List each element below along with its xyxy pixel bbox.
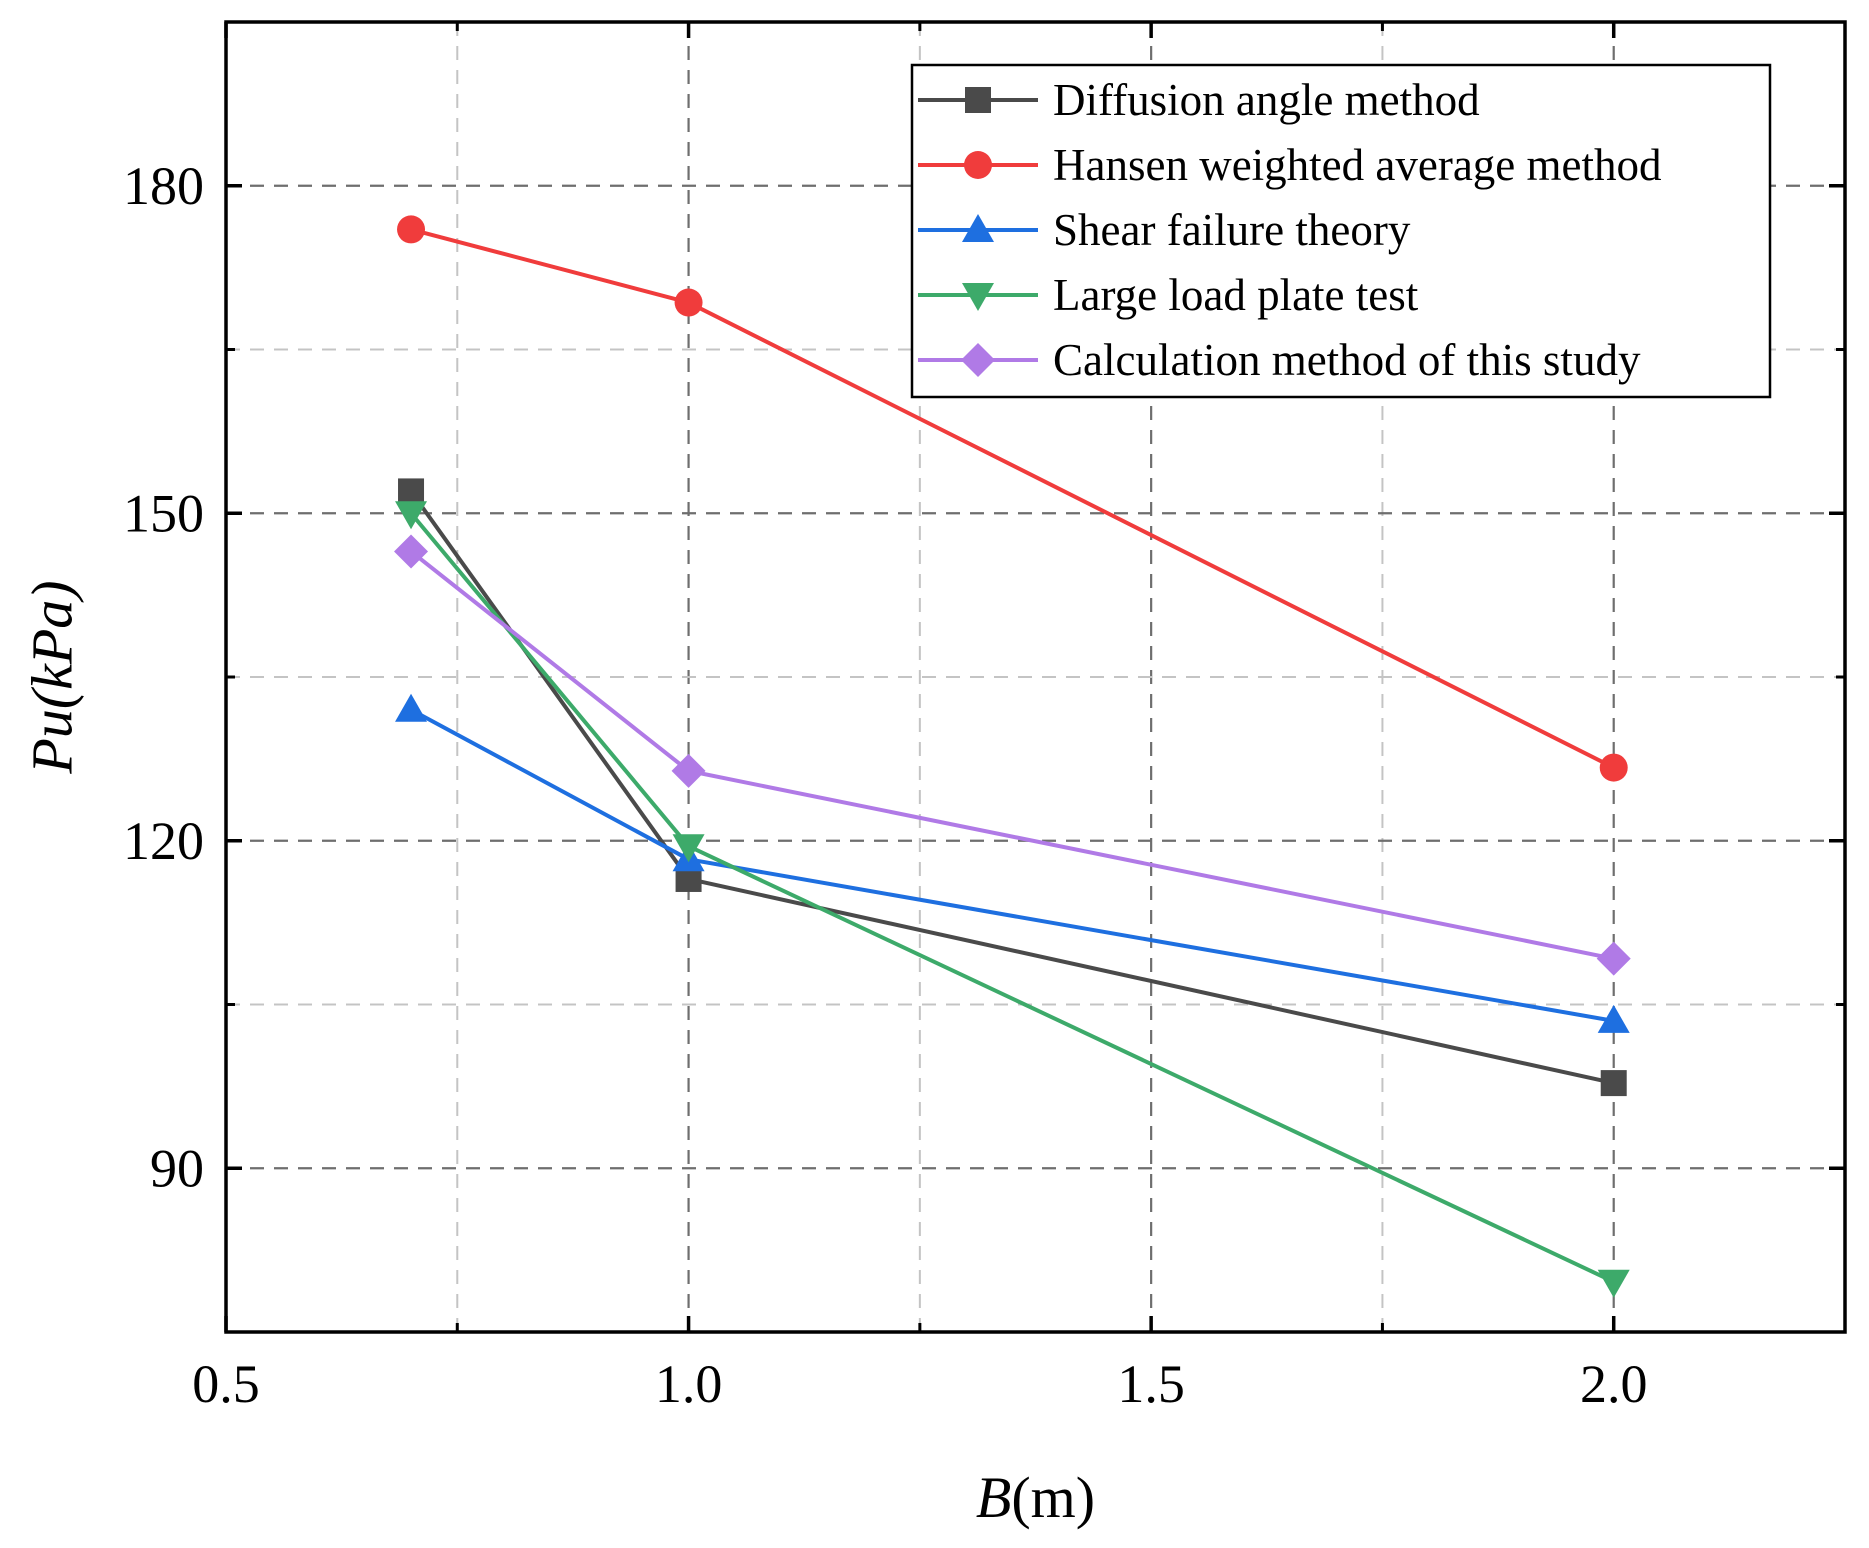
data-point [1596,941,1631,976]
legend-marker [961,343,995,377]
legend-label: Calculation method of this study [1053,335,1641,385]
legend-marker [965,87,991,113]
x-tick-label: 1.5 [1117,1354,1185,1414]
legend-item: Calculation method of this study [918,335,1641,385]
data-point [1597,1269,1630,1298]
series-5 [394,534,1631,976]
legend-label: Hansen weighted average method [1053,140,1662,190]
y-tick-label: 120 [123,811,204,871]
tick-labels: 0.5 1.0 1.5 2.0 90 120 150 180 [123,156,1647,1414]
legend-item: Shear failure theory [918,205,1411,255]
legend: Diffusion angle method Hansen weighted av… [910,63,1772,399]
y-tick-label: 90 [150,1138,204,1198]
legend-marker [962,214,994,242]
legend-label: Shear failure theory [1053,205,1411,255]
legend-label: Diffusion angle method [1053,75,1480,125]
legend-box [910,63,1772,399]
data-point [1600,1070,1627,1097]
data-point [672,834,705,863]
x-tick-label: 0.5 [192,1354,260,1414]
y-axis-title: Pu(kPa) [19,580,84,774]
ticks [224,22,1845,1332]
x-tick-label: 1.0 [655,1354,723,1414]
data-point [1597,1004,1630,1033]
x-tick-label: 2.0 [1580,1354,1648,1414]
y-tick-label: 150 [123,483,204,543]
data-point [395,693,428,722]
series-2 [397,215,1628,782]
data-point [671,753,706,788]
data-point [1599,753,1628,782]
legend-label: Large load plate test [1053,270,1419,320]
data-point [398,478,425,505]
legend-marker [962,283,994,311]
data-point [397,215,426,244]
legend-item: Diffusion angle method [918,75,1480,125]
legend-item: Hansen weighted average method [918,140,1662,190]
y-tick-label: 180 [123,156,204,216]
series-1 [398,478,1627,1097]
data-point [395,501,428,530]
data-point [674,288,703,317]
x-axis-title: B(m) [976,1465,1095,1530]
legend-marker [964,151,992,179]
data-point [394,534,429,569]
series-group [394,215,1631,1298]
legend-item: Large load plate test [918,270,1419,320]
